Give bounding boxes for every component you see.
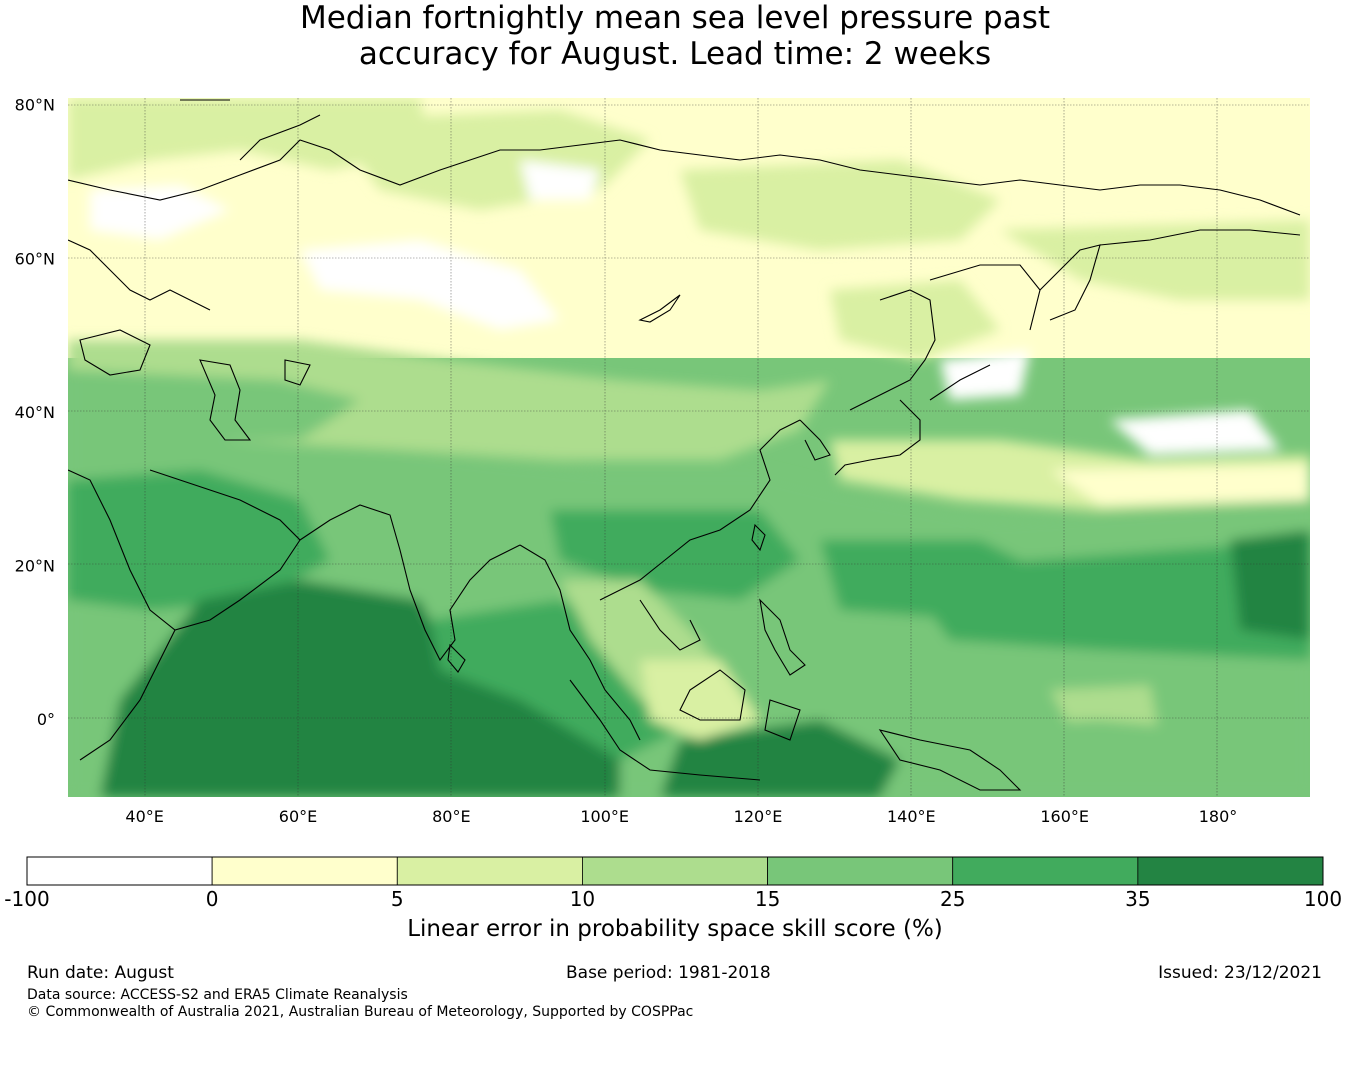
- skill-field: [68, 98, 1310, 797]
- colorbar-segment: [582, 856, 768, 886]
- colorbar-segment: [26, 856, 213, 886]
- colorbar-segment: [767, 856, 954, 886]
- colorbar-tick-label: 35: [1125, 887, 1150, 911]
- copyright: © Commonwealth of Australia 2021, Austra…: [27, 1004, 694, 1020]
- lat-tick-label: 40°N: [15, 403, 55, 422]
- longitude-tick-labels: 40°E 60°E 80°E 100°E 120°E 140°E 160°E 180°: [125, 807, 1237, 826]
- lat-tick-label: 20°N: [15, 557, 55, 576]
- lon-tick-label: 140°E: [887, 807, 936, 826]
- lat-tick-label: 0°: [37, 710, 55, 729]
- colorbar-segment: [1137, 856, 1324, 886]
- colorbar-tick-label: 100: [1304, 887, 1342, 911]
- colorbar-tick-label: -100: [4, 887, 49, 911]
- data-source: Data source: ACCESS-S2 and ERA5 Climate …: [27, 987, 408, 1003]
- lon-tick-label: 120°E: [734, 807, 783, 826]
- title-line-1: Median fortnightly mean sea level pressu…: [299, 0, 1051, 36]
- colorbar-segment: [211, 856, 398, 886]
- colorbar-title: Linear error in probability space skill …: [407, 916, 943, 942]
- lon-tick-label: 100°E: [580, 807, 629, 826]
- run-date: Run date: August: [27, 963, 174, 983]
- colorbar-tick-label: 25: [940, 887, 965, 911]
- lon-tick-label: 180°: [1199, 807, 1238, 826]
- skill-score-map: 40°E 60°E 80°E 100°E 120°E 140°E 160°E 180° 80°…: [15, 96, 1310, 826]
- colorbar-tick-label: 10: [570, 887, 595, 911]
- lat-tick-label: 60°N: [15, 249, 55, 268]
- lat-tick-label: 80°N: [15, 96, 55, 115]
- gridlines: [68, 98, 1310, 797]
- lon-tick-label: 80°E: [432, 807, 470, 826]
- lon-tick-label: 60°E: [279, 807, 317, 826]
- colorbar-tick-label: 15: [755, 887, 780, 911]
- title-line-2: accuracy for August. Lead time: 2 weeks: [358, 36, 992, 72]
- lon-tick-label: 160°E: [1040, 807, 1089, 826]
- colorbar-tick-label: 0: [206, 887, 219, 911]
- colorbar-tick-labels: -100 0 5 10 15 25 35 100: [4, 887, 1342, 911]
- latitude-tick-labels: 80°N 60°N 40°N 20°N 0°: [15, 96, 55, 730]
- colorbar-segment: [952, 856, 1139, 886]
- lon-tick-label: 40°E: [125, 807, 163, 826]
- colorbar-segment: [396, 856, 583, 886]
- issued-date: Issued: 23/12/2021: [1158, 963, 1322, 983]
- coastlines: [68, 99, 1301, 791]
- base-period: Base period: 1981-2018: [566, 963, 771, 983]
- colorbar-tick-label: 5: [391, 887, 404, 911]
- colorbar-segments: [26, 856, 1324, 886]
